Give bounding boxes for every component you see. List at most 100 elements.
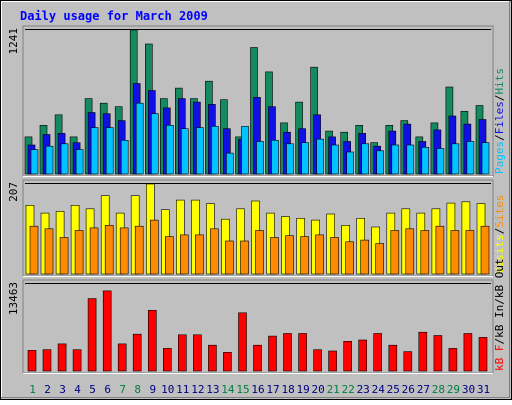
chart-panels: 1241Pages/Files/Hits207Visits/Sites13463…: [7, 25, 506, 374]
middle-bar-sites-day-23: [360, 239, 370, 275]
day-label-13: 13: [206, 383, 219, 396]
day-label-21: 21: [327, 383, 340, 396]
top-series-pages: [30, 102, 490, 175]
top-bar-pages-day-21: [331, 144, 339, 175]
top-bar-pages-day-22: [346, 151, 355, 175]
bottom-bar-kb-f-day-1: [27, 349, 37, 372]
top-legend: Pages/Files/Hits: [493, 68, 506, 174]
top-bar-pages-day-30: [466, 141, 475, 175]
bottom-bar-kb-f-day-19: [298, 333, 307, 372]
day-label-16: 16: [251, 383, 264, 396]
day-label-27: 27: [417, 383, 430, 396]
middle-bar-sites-day-16: [255, 230, 264, 275]
middle-bar-sites-day-11: [180, 234, 189, 275]
day-label-20: 20: [311, 383, 324, 396]
bottom-bar-kb-f-day-28: [433, 335, 443, 372]
middle-legend: Visits/Sites: [493, 195, 506, 275]
middle-bar-sites-day-15: [240, 240, 249, 275]
bottom-legend-separator: kB Out: [493, 258, 506, 298]
bottom-ymax-label: 13463: [7, 282, 20, 315]
day-label-11: 11: [176, 383, 189, 396]
day-axis-labels: 1 2 3 4 5 6 7 8 9 10 11 12 13 14 15 16 17 18 19 20 21 22 23 24 2…: [29, 383, 490, 396]
bottom-bar-kb-f-day-9: [148, 309, 157, 372]
middle-bar-sites-day-5: [89, 227, 99, 275]
bottom-bar-kb-f-day-7: [117, 343, 127, 372]
middle-bar-sites-day-8: [134, 225, 144, 275]
middle-bar-sites-day-20: [315, 234, 324, 275]
middle-bar-sites-day-1: [29, 225, 39, 275]
top-legend-separator: /: [493, 134, 506, 141]
day-label-5: 5: [89, 383, 96, 396]
bottom-bar-kb-f-day-27: [418, 331, 428, 372]
bottom-bar-kb-f-day-29: [448, 348, 458, 372]
bottom-series-kb-f: [27, 290, 488, 372]
day-label-24: 24: [372, 383, 386, 396]
top-bar-pages-day-5: [90, 127, 99, 175]
bottom-bar-kb-f-day-26: [403, 351, 413, 372]
top-bar-pages-day-19: [301, 142, 309, 175]
middle-bar-sites-day-14: [225, 240, 234, 275]
day-label-12: 12: [191, 383, 204, 396]
bottom-legend: kB F/kB In/kB Out: [493, 258, 506, 371]
day-label-26: 26: [402, 383, 415, 396]
middle-legend-visits: Visits: [493, 234, 506, 274]
top-bar-pages-day-27: [421, 147, 430, 175]
middle-bar-sites-day-6: [104, 225, 114, 275]
top-bar-pages-day-24: [376, 150, 385, 175]
middle-panel: 207 Visits/Sites: [7, 179, 506, 277]
bottom-legend-separator: kB In: [493, 305, 506, 338]
bottom-bar-kb-f-day-6: [102, 290, 112, 372]
top-bar-pages-day-25: [391, 144, 400, 175]
top-bar-pages-day-4: [75, 149, 84, 175]
chart-title: Daily usage for March 2009: [20, 9, 208, 23]
day-label-7: 7: [119, 383, 126, 396]
middle-bar-sites-day-25: [390, 230, 400, 275]
day-label-31: 31: [477, 383, 490, 396]
middle-bar-sites-day-9: [150, 219, 159, 275]
middle-bar-sites-day-28: [435, 225, 445, 275]
top-legend-pages: Pages: [493, 141, 506, 174]
bottom-bar-kb-f-day-21: [328, 350, 337, 372]
day-label-6: 6: [104, 383, 111, 396]
top-legend-separator: /: [493, 95, 506, 102]
bottom-bar-kb-f-day-12: [193, 334, 202, 372]
top-legend-hits: Hits: [493, 68, 506, 95]
middle-bar-sites-day-12: [195, 234, 204, 275]
bottom-bar-kb-f-day-3: [57, 343, 67, 372]
top-bar-pages-day-17: [271, 140, 279, 175]
bottom-bar-kb-f-day-15: [238, 312, 247, 372]
middle-bar-sites-day-31: [480, 225, 490, 275]
bottom-bar-kb-f-day-24: [373, 333, 383, 372]
day-label-4: 4: [74, 383, 81, 396]
top-legend-files: Files: [493, 101, 506, 134]
bottom-bar-kb-f-day-2: [42, 349, 52, 372]
top-bar-pages-day-16: [256, 141, 264, 175]
day-label-9: 9: [149, 383, 156, 396]
bottom-legend-separator: /: [493, 338, 506, 345]
top-ymax-label: 1241: [7, 28, 20, 55]
top-bar-pages-day-14: [226, 152, 234, 175]
middle-bar-sites-day-18: [285, 235, 294, 275]
top-bar-pages-day-7: [120, 140, 129, 175]
top-bar-pages-day-9: [151, 113, 159, 175]
middle-ymax-label: 207: [7, 182, 20, 202]
middle-bar-sites-day-13: [210, 228, 219, 275]
middle-bar-sites-day-27: [420, 230, 430, 275]
bottom-bar-kb-f-day-23: [358, 339, 368, 372]
middle-bar-sites-day-4: [74, 230, 84, 275]
middle-bar-sites-day-24: [375, 243, 385, 275]
day-label-14: 14: [221, 383, 235, 396]
top-bar-pages-day-12: [196, 127, 204, 175]
top-bar-pages-day-1: [30, 149, 39, 175]
top-bar-pages-day-3: [60, 143, 69, 175]
top-bar-pages-day-8: [135, 102, 144, 175]
top-bar-pages-day-31: [481, 142, 490, 175]
bottom-bar-kb-f-day-22: [343, 340, 353, 372]
top-bar-pages-day-20: [316, 138, 324, 175]
bottom-bar-kb-f-day-17: [268, 335, 277, 372]
middle-bar-sites-day-10: [165, 236, 174, 275]
day-label-22: 22: [342, 383, 355, 396]
bottom-legend-kb-f: kB F: [493, 345, 506, 372]
